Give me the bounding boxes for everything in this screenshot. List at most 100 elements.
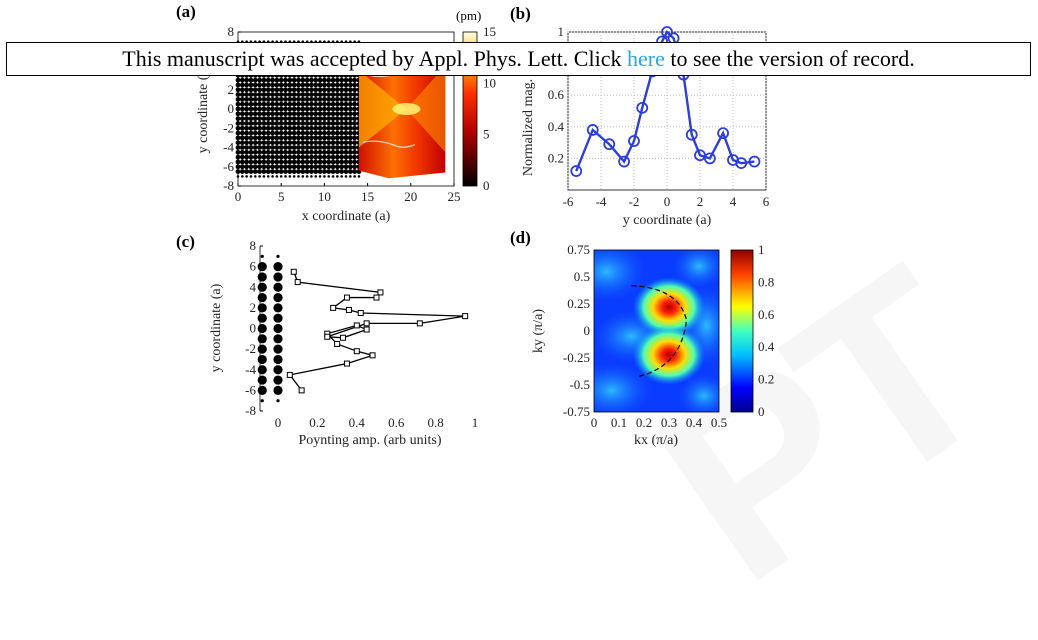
panel-a-hole: [274, 106, 280, 112]
panel-d-background-blob: [673, 250, 719, 289]
panel-a-hole: [300, 111, 306, 117]
panel-a-hole: [252, 111, 258, 117]
panel-a-hole: [296, 140, 301, 146]
panel-a-hole: [339, 164, 345, 170]
panel-a-hole: [278, 101, 284, 107]
panel-a-hole: [296, 149, 301, 155]
panel-a-hole: [274, 149, 280, 155]
panel-a-hole: [304, 169, 310, 174]
panel-d-x-tick-label: 0: [591, 415, 598, 430]
panel-a-hole: [339, 140, 345, 146]
panel-a-field-highlight: [358, 70, 407, 148]
panel-a-hole: [343, 130, 349, 136]
panel-a-hole: [330, 106, 336, 112]
panel-c-hole: [273, 365, 283, 375]
panel-a-hole: [235, 159, 241, 165]
panel-a-y-tick-label: -2: [223, 120, 234, 135]
version-of-record-link[interactable]: here: [626, 46, 665, 71]
panel-a-hole: [305, 175, 309, 178]
panel-c-hole: [257, 354, 267, 365]
panel-d-letter: (d): [510, 228, 531, 247]
panel-a-hole: [334, 101, 340, 107]
panel-a-hole: [291, 149, 297, 155]
panel-a-hole: [339, 96, 345, 102]
panel-d-x-tick-label: 0.4: [686, 415, 703, 430]
panel-a-hole: [274, 121, 280, 126]
panel-a-hole: [274, 159, 280, 165]
panel-a-hole: [261, 92, 267, 97]
panel-a-hole: [326, 145, 332, 150]
panel-a-hole: [291, 135, 297, 141]
panel-a-hole: [339, 92, 345, 97]
panel-a-hole: [347, 164, 353, 170]
panel-a-hole: [278, 111, 284, 117]
banner-text-after: to see the version of record.: [664, 46, 915, 71]
panel-a-hole: [343, 96, 349, 102]
panel-a-hole: [278, 125, 284, 131]
panel-a-hole: [244, 77, 250, 83]
panel-a-hole: [248, 135, 254, 141]
panel-a-hole: [339, 145, 345, 150]
panel-d-x-axis-label: kx (π/a): [634, 433, 678, 448]
panel-a-hole: [274, 77, 280, 83]
panel-a-hole: [274, 92, 280, 97]
panel-a-hole: [353, 175, 356, 178]
panel-c-hole: [273, 334, 283, 344]
panel-b-letter: (b): [510, 4, 531, 23]
panel-a-hole: [283, 135, 288, 141]
panel-a-hole: [257, 96, 262, 102]
panel-a-hole: [239, 169, 245, 174]
panel-c-y-axis-label: y coordinate (a): [209, 283, 224, 372]
panel-a-hole: [283, 154, 288, 160]
panel-a-hole: [252, 154, 258, 160]
panel-a-hole: [313, 101, 319, 107]
panel-a-hole: [334, 154, 340, 160]
panel-a-hole: [309, 92, 314, 97]
panel-a-hole: [257, 121, 262, 126]
panel-a-hole: [309, 82, 314, 88]
panel-a-field-speckle: [362, 140, 416, 148]
panel-a-hole: [270, 87, 275, 93]
panel-a-hole: [287, 145, 293, 150]
panel-a-hole: [257, 140, 262, 146]
panel-a-hole: [291, 82, 297, 88]
panel-a-hole: [309, 121, 314, 126]
panel-a-hole: [244, 87, 250, 93]
panel-a-hole: [300, 149, 306, 155]
panel-a-hole: [313, 130, 319, 136]
panel-c-x-axis-label: Poynting amp. (arb units): [298, 433, 441, 448]
panel-a-hole: [334, 169, 340, 174]
panel-c-hole: [273, 282, 283, 292]
panel-a-hole: [300, 125, 306, 131]
panel-a-x-axis-label: x coordinate (a): [302, 209, 391, 224]
panel-a-hole: [248, 87, 254, 93]
panel-a-hole: [265, 125, 271, 131]
panel-a-hole: [339, 154, 345, 160]
panel-b-data-point: [628, 135, 640, 147]
panel-a-hole: [296, 169, 301, 174]
panel-b-x-tick-label: 6: [763, 194, 770, 209]
panel-a-field-peak: [392, 103, 421, 115]
panel-a-hole: [334, 149, 340, 155]
panel-a-hole: [284, 175, 287, 178]
panel-c-data-point: [357, 310, 364, 317]
panel-c-chart: -8 -6 -4 -2 0 2 4 6 8 0 0.2 0.4 0.6 0.8 1 Poynting amp…: [209, 238, 478, 448]
panel-c-hole: [273, 313, 283, 323]
panel-a-hole: [248, 145, 254, 150]
panel-c-data-point: [416, 320, 423, 327]
panel-b-data-point: [735, 157, 748, 170]
panel-a-hole: [330, 154, 336, 160]
panel-a-hole: [257, 111, 262, 117]
panel-a-hole: [304, 125, 310, 131]
panel-a-hole: [330, 101, 336, 107]
panel-a-hole: [278, 130, 284, 136]
panel-a-hole: [322, 101, 327, 107]
panel-a-hole: [239, 135, 245, 141]
panel-a-letter: (a): [176, 2, 196, 21]
panel-a-hole: [313, 87, 319, 93]
panel-a-hole: [291, 145, 297, 150]
panel-c-series-line: [288, 271, 466, 391]
panel-a-hole: [239, 116, 245, 122]
panel-d-x-tick-label: 0.2: [636, 415, 652, 430]
panel-a-hole: [244, 169, 250, 174]
